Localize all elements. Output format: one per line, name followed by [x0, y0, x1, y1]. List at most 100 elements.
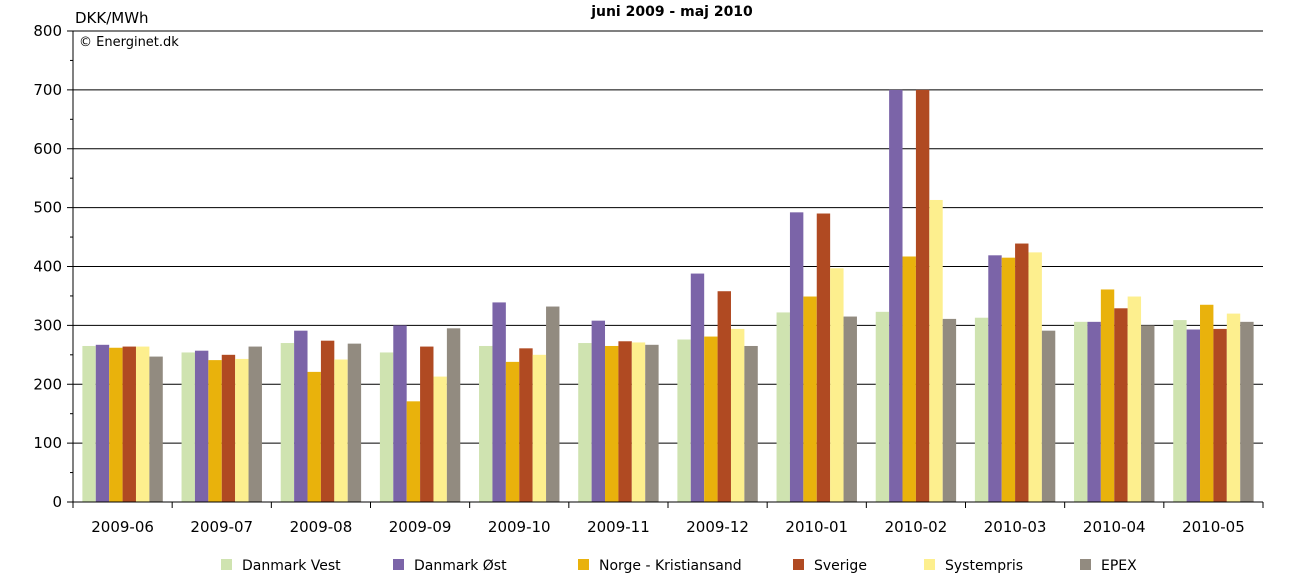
bar [320, 340, 335, 502]
copyright-text: © Energinet.dk [79, 35, 179, 50]
legend-label: Danmark Vest [242, 558, 341, 574]
x-tick-label: 2010-05 [1182, 518, 1245, 536]
bar [704, 336, 718, 502]
x-tick-label: 2010-01 [785, 518, 848, 536]
y-axis-label: DKK/MWh [75, 9, 149, 27]
bar [1100, 289, 1115, 502]
bar [519, 348, 533, 502]
bar [1213, 328, 1227, 502]
legend-label: EPEX [1101, 558, 1137, 574]
legend-label: Danmark Øst [414, 558, 507, 574]
bar [1015, 243, 1029, 502]
bar [1141, 325, 1155, 502]
bar [1041, 330, 1056, 502]
bar [1127, 296, 1142, 502]
bar [1173, 320, 1187, 502]
legend-swatch [924, 559, 935, 570]
bar [248, 346, 262, 502]
bar [181, 352, 195, 502]
bar [393, 325, 407, 502]
legend-label: Norge - Kristiansand [599, 558, 742, 574]
legend-swatch [393, 559, 404, 570]
bar [1001, 257, 1016, 502]
bar [744, 345, 758, 502]
bar [347, 343, 362, 502]
bar [122, 346, 136, 502]
x-tick-label: 2009-09 [389, 518, 452, 536]
chart-title: juni 2009 - maj 2010 [590, 4, 753, 20]
bar [505, 361, 520, 502]
bar [135, 346, 150, 502]
bar [1087, 321, 1101, 502]
bar [208, 360, 222, 502]
bar [479, 345, 493, 502]
bar [294, 330, 308, 502]
bar [82, 345, 96, 502]
bar [789, 212, 804, 502]
bar [149, 356, 163, 502]
bar [618, 341, 632, 502]
bar [843, 316, 857, 502]
bar [109, 347, 123, 502]
bar [803, 296, 817, 502]
x-tick-label: 2009-07 [190, 518, 253, 536]
x-tick-label: 2009-06 [91, 518, 154, 536]
bar [1200, 304, 1214, 502]
bar [717, 291, 731, 502]
legend-label: Sverige [814, 558, 867, 574]
bar [776, 312, 790, 502]
y-tick-label: 800 [33, 22, 62, 40]
bar [532, 354, 547, 502]
legend-swatch [578, 559, 589, 570]
bar [406, 401, 421, 502]
y-tick-label: 300 [33, 316, 62, 334]
bar [690, 273, 705, 502]
bar [1074, 321, 1088, 502]
bar [645, 344, 659, 502]
bar [830, 268, 844, 502]
legend-label: Systempris [945, 558, 1023, 574]
legend-swatch [793, 559, 804, 570]
bar [307, 371, 321, 502]
x-tick-label: 2010-03 [984, 518, 1047, 536]
bar [1240, 321, 1254, 502]
legend-swatch [1080, 559, 1091, 570]
x-tick-label: 2009-12 [686, 518, 749, 536]
bar [578, 343, 592, 502]
bar [446, 328, 461, 502]
bar [280, 343, 295, 502]
bar [591, 320, 606, 502]
legend-swatch [221, 559, 232, 570]
x-tick-label: 2009-11 [587, 518, 650, 536]
x-tick-label: 2010-02 [885, 518, 948, 536]
bar [605, 345, 619, 502]
x-tick-label: 2009-10 [488, 518, 551, 536]
bar [974, 317, 989, 502]
bar [194, 350, 209, 502]
bar [221, 354, 236, 502]
bar [988, 255, 1002, 502]
y-tick-label: 400 [33, 258, 62, 276]
bar [816, 213, 831, 502]
bar [433, 376, 447, 502]
bar [730, 328, 745, 502]
bars [82, 89, 1254, 502]
grid-lines [73, 30, 1263, 444]
bar [915, 89, 930, 502]
bar [1114, 308, 1128, 502]
y-tick-label: 600 [33, 140, 62, 158]
bar [1186, 329, 1201, 502]
bar [235, 358, 249, 502]
x-tick-label: 2010-04 [1083, 518, 1146, 536]
bar [420, 346, 434, 502]
x-tick-labels: 2009-06 2009-07 2009-08 2009-09 2009-10 2009-… [91, 518, 1245, 536]
y-tick-label: 200 [33, 375, 62, 393]
y-tick-labels: 0 100 200 300 400 500 600 700 800 [33, 22, 62, 511]
legend: Danmark Vest Danmark Øst Norge - Kristians… [221, 558, 1137, 574]
x-tick-label: 2009-08 [290, 518, 353, 536]
bar [492, 302, 506, 502]
bar [379, 352, 394, 502]
bar [902, 256, 916, 502]
bar [95, 344, 110, 502]
